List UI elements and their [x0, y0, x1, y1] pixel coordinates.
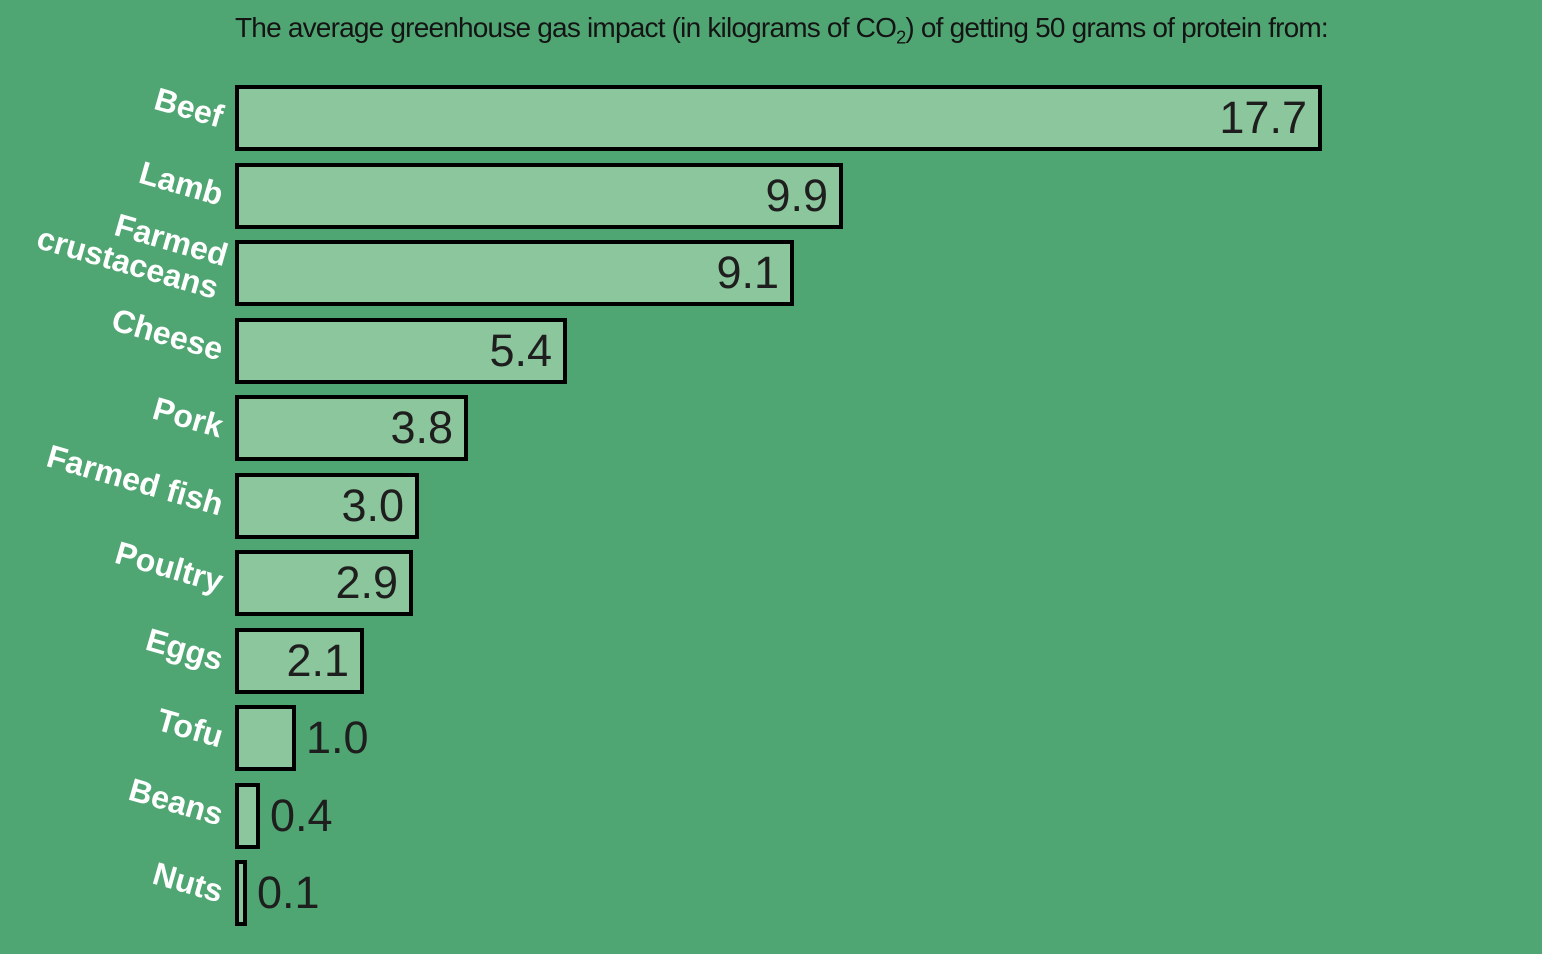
- bar-row: Beef 17.7: [0, 81, 1542, 151]
- value-label: 9.9: [765, 169, 828, 221]
- bar-row: Cheese 5.4: [0, 301, 1542, 384]
- bar: 3.0: [235, 472, 419, 539]
- bar: [235, 860, 247, 926]
- value-label: 17.7: [1219, 92, 1307, 143]
- bar: [235, 782, 260, 849]
- bar: 2.9: [235, 550, 413, 616]
- bar: 9.1: [235, 240, 794, 306]
- value-label: 0.1: [257, 867, 320, 918]
- value-label: 9.1: [716, 247, 779, 298]
- chart-title: The average greenhouse gas impact (in ki…: [235, 12, 1329, 47]
- bar: 2.1: [235, 627, 364, 694]
- value-label: 2.1: [286, 634, 349, 686]
- bar: [235, 705, 296, 771]
- bar: 17.7: [235, 85, 1322, 151]
- value-label: 2.9: [335, 557, 398, 608]
- bar-row: Farmed crustaceans 9.1: [0, 207, 1542, 306]
- bar-row: Tofu 1.0: [0, 701, 1542, 771]
- bar: 3.8: [235, 395, 468, 461]
- bar-row: Lamb 9.9: [0, 154, 1542, 229]
- category-label: Beef: [4, 41, 228, 135]
- value-label: 0.4: [270, 789, 333, 841]
- bar-row: Nuts 0.1: [0, 855, 1542, 926]
- chart-title-subscript: 2: [896, 27, 906, 48]
- chart-title-text: ) of getting 50 grams of protein from:: [905, 12, 1328, 43]
- value-label: 1.0: [306, 712, 369, 763]
- category-label-line: Beef: [150, 80, 228, 135]
- bar: 5.4: [235, 317, 567, 384]
- bar-row: Beans 0.4: [0, 771, 1542, 849]
- bar-row: Pork 3.8: [0, 390, 1542, 461]
- bar: 9.9: [235, 162, 843, 229]
- bar-chart: Beef 17.7 Lamb 9.9 Farmed crustaceans 9.1…: [0, 81, 1542, 938]
- chart-title-text: The average greenhouse gas impact (in ki…: [235, 12, 897, 43]
- value-label: 5.4: [489, 324, 552, 376]
- bar-row: Eggs 2.1: [0, 621, 1542, 694]
- bar-row: Farmed fish 3.0: [0, 437, 1542, 539]
- value-label: 3.0: [341, 479, 404, 531]
- value-label: 3.8: [390, 402, 453, 453]
- bar-row: Poultry 2.9: [0, 534, 1542, 616]
